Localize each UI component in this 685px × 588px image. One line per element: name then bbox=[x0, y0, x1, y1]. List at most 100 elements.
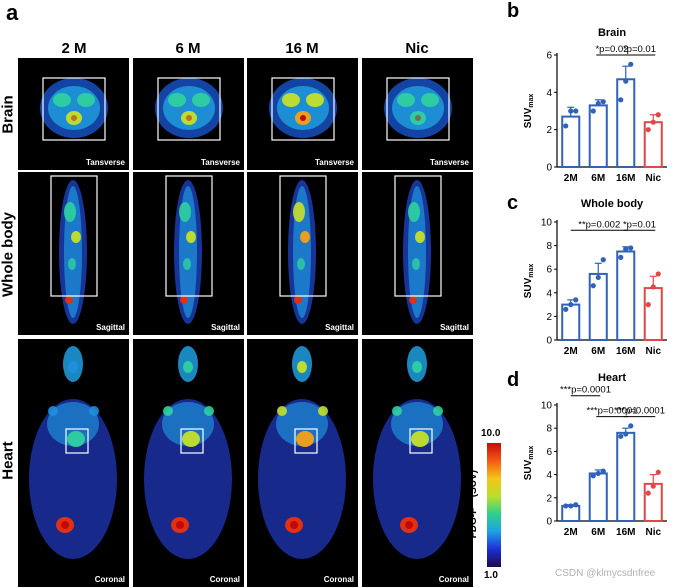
body-hotspot bbox=[71, 231, 81, 243]
body-outline bbox=[258, 399, 346, 559]
roi-box bbox=[42, 77, 106, 141]
body-hotspot bbox=[392, 406, 402, 416]
colorbar-label-sup: 18 bbox=[466, 499, 474, 508]
significance-label: *p=0.02 bbox=[595, 44, 628, 55]
y-tick-label: 2 bbox=[546, 125, 552, 136]
data-point bbox=[568, 302, 574, 308]
y-tick-label: 6 bbox=[546, 447, 552, 458]
view-label-heart: Coronal bbox=[94, 575, 125, 584]
panel-letter: c bbox=[507, 192, 518, 214]
pet-image-brain-nic: Tansverse bbox=[362, 58, 473, 170]
roi-box bbox=[386, 77, 450, 141]
body-hotspot bbox=[179, 202, 191, 222]
view-label-heart: Coronal bbox=[209, 575, 240, 584]
bar-Nic bbox=[643, 287, 663, 341]
brain-hotspot-core bbox=[71, 115, 77, 121]
x-tick-label: 6M bbox=[591, 346, 605, 357]
chest bbox=[391, 402, 443, 446]
roi-box bbox=[294, 428, 318, 454]
heart-hotspot bbox=[411, 431, 429, 447]
bladder-core bbox=[405, 521, 413, 529]
view-label-body: Sagittal bbox=[96, 323, 125, 332]
data-point bbox=[595, 274, 601, 281]
bar-16M bbox=[616, 250, 636, 341]
roi-box bbox=[165, 175, 213, 297]
significance-label: ***p=0.0001 bbox=[587, 406, 638, 417]
colorbar-axis-label: FDG-F18 (SUV) bbox=[467, 449, 479, 559]
data-point bbox=[618, 433, 624, 439]
x-tick-label: 2M bbox=[564, 527, 578, 538]
body-outline bbox=[29, 399, 117, 559]
roi-box bbox=[50, 175, 98, 297]
data-point bbox=[600, 468, 606, 474]
chart-heart: d Heart 0 2 4 6 8 10 SUVmax 2M 6M 16M Nic ***p=0.0001… bbox=[505, 368, 685, 546]
panel-letter: d bbox=[507, 369, 519, 391]
view-label-body: Sagittal bbox=[325, 323, 354, 332]
chart-title: Brain bbox=[598, 27, 626, 39]
data-point bbox=[650, 284, 656, 290]
head-hotspot bbox=[183, 361, 193, 373]
significance-label: **p=0.002 bbox=[578, 219, 620, 230]
x-tick-label: Nic bbox=[645, 173, 661, 184]
data-point bbox=[623, 78, 629, 84]
colorbar-min: 1.0 bbox=[484, 570, 498, 581]
column-title-nic: Nic bbox=[405, 40, 429, 57]
y-axis-label: SUVmax bbox=[523, 264, 535, 299]
significance-label: *p=0.01 bbox=[623, 44, 656, 55]
data-point bbox=[650, 483, 656, 489]
pet-image-heart-2m: Coronal bbox=[18, 339, 129, 587]
chart-title: Whole body bbox=[581, 198, 644, 210]
x-tick-label: Nic bbox=[645, 346, 661, 357]
brain-hotspot bbox=[421, 93, 439, 107]
brain-hotspot bbox=[282, 93, 300, 107]
head-hotspot bbox=[68, 361, 78, 373]
head-hotspot bbox=[297, 361, 307, 373]
body-hotspot bbox=[318, 406, 328, 416]
data-point bbox=[645, 127, 651, 133]
pet-image-body-nic: Sagittal bbox=[362, 172, 473, 335]
view-label-brain: Tansverse bbox=[201, 158, 240, 167]
brain-hotspot-core bbox=[300, 115, 306, 121]
data-point bbox=[618, 97, 624, 103]
row-title-heart: Heart bbox=[0, 441, 17, 480]
chart-title: Heart bbox=[598, 372, 626, 384]
brain-hotspot bbox=[168, 93, 186, 107]
x-tick-label: 2M bbox=[564, 173, 578, 184]
x-tick-label: 6M bbox=[591, 173, 605, 184]
body-hotspot bbox=[409, 296, 417, 304]
pet-image-heart-nic: Coronal bbox=[362, 339, 473, 587]
brain-hotspot bbox=[53, 93, 71, 107]
data-point bbox=[590, 473, 596, 479]
y-axis-label: SUVmax bbox=[523, 446, 535, 481]
body-outline bbox=[144, 399, 232, 559]
colorbar-label-suffix: (SUV) bbox=[468, 469, 480, 500]
y-tick-label: 0 bbox=[546, 163, 552, 174]
body-hotspot bbox=[300, 231, 310, 243]
view-label-heart: Coronal bbox=[438, 575, 469, 584]
data-point bbox=[628, 61, 634, 67]
roi-box bbox=[65, 428, 89, 454]
view-label-brain: Tansverse bbox=[315, 158, 354, 167]
body-hotspot bbox=[204, 406, 214, 416]
body-hotspot bbox=[294, 296, 302, 304]
view-label-brain: Tansverse bbox=[430, 158, 469, 167]
body-hotspot bbox=[64, 202, 76, 222]
chart-brain: b Brain 0 2 4 6 SUVmax 2M 6M 16M Nic *p=0.02 *p=0.01 bbox=[505, 0, 685, 190]
data-point bbox=[600, 99, 606, 105]
brain-hotspot bbox=[306, 93, 324, 107]
data-point bbox=[600, 257, 606, 263]
column-title-6m: 6 M bbox=[175, 40, 201, 57]
bar-16M bbox=[616, 78, 636, 168]
colorbar-max: 10.0 bbox=[481, 428, 501, 439]
x-tick-label: Nic bbox=[645, 527, 661, 538]
y-tick-label: 6 bbox=[546, 265, 552, 276]
y-tick-label: 8 bbox=[546, 424, 552, 435]
data-point bbox=[655, 469, 661, 475]
bar-6M bbox=[588, 472, 608, 523]
body-hotspot bbox=[89, 406, 99, 416]
roi-box bbox=[279, 175, 327, 297]
data-point bbox=[655, 271, 661, 277]
body-hotspot bbox=[186, 231, 196, 243]
body-hotspot bbox=[293, 202, 305, 222]
view-label-brain: Tansverse bbox=[86, 158, 125, 167]
